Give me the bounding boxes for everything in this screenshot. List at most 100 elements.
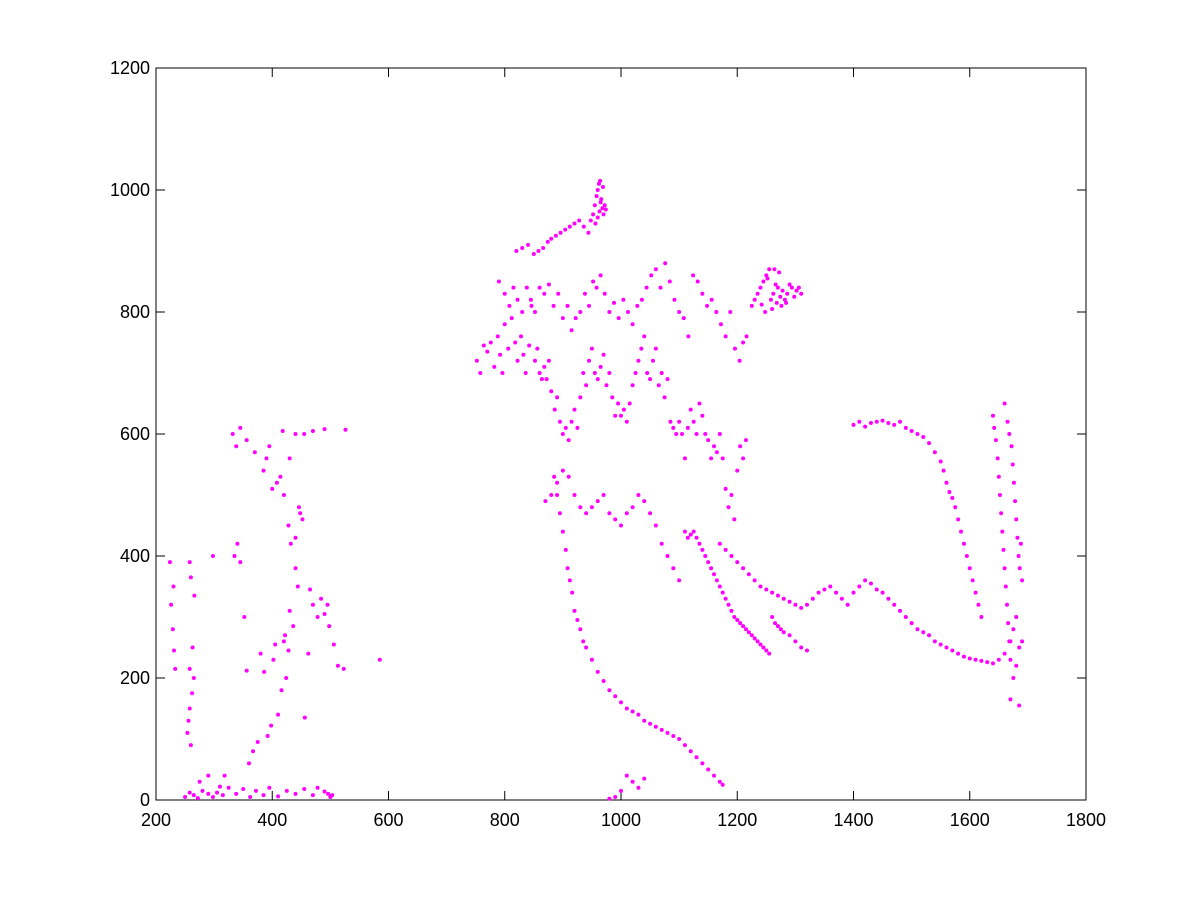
data-point [306,651,311,656]
data-point [785,291,790,296]
data-point [192,593,197,598]
data-point [857,419,862,424]
data-point [630,505,635,510]
y-tick-label: 200 [120,668,150,688]
data-point [688,749,693,754]
data-point [950,648,955,653]
data-point [688,407,693,412]
data-point [1008,657,1013,662]
data-point [258,651,263,656]
data-point [327,624,332,629]
data-point [592,203,597,208]
data-point [230,432,235,436]
data-point [276,794,281,799]
data-point [723,596,728,601]
data-point [775,285,780,290]
y-tick-label: 400 [120,546,150,566]
data-point [749,633,754,638]
data-point [619,700,623,705]
data-point [271,657,276,662]
data-point [1004,602,1009,607]
data-point [688,532,693,537]
data-point [514,249,519,253]
data-point [665,377,670,382]
data-point [805,602,809,607]
data-point [284,676,289,680]
data-point [565,566,570,571]
data-point [536,249,541,253]
data-point [197,779,202,784]
data-point [621,297,626,302]
data-point [794,288,799,293]
data-point [553,233,558,238]
data-point [735,618,740,623]
data-point [542,364,547,369]
data-point [956,517,961,522]
data-point [764,587,769,592]
data-point [992,425,997,430]
data-point [938,459,943,464]
data-point [281,639,286,644]
data-point [274,480,279,485]
data-point [543,499,548,504]
data-point [210,794,215,799]
data-point [569,328,574,333]
data-point [706,438,711,443]
data-point [269,723,274,728]
data-point [653,267,658,272]
data-point [582,291,587,296]
y-tick-label: 1000 [110,180,150,200]
data-point [927,441,932,446]
data-point [261,468,266,473]
data-point [283,633,288,638]
data-point [706,560,711,565]
data-point [190,691,195,696]
data-point [624,773,629,778]
data-point [293,566,298,571]
data-point [188,575,193,580]
data-point [185,730,190,735]
data-point [343,427,348,432]
data-point [671,425,676,430]
data-point [732,517,737,522]
data-point [267,444,272,449]
data-point [496,279,501,284]
data-point [1011,627,1016,632]
data-point [607,310,612,314]
data-point [1011,676,1016,680]
data-point [581,224,586,229]
data-point [552,407,557,412]
data-point [1020,578,1025,583]
data-point [764,273,769,278]
data-point [607,796,612,801]
data-point [598,364,603,369]
data-point [717,432,722,436]
data-point [773,282,778,287]
data-point [284,788,289,793]
data-point [171,584,176,589]
data-point [967,566,972,571]
data-point [578,505,583,510]
data-point [537,371,542,375]
data-point [677,310,682,314]
data-point [874,587,879,592]
data-point [947,489,952,494]
x-tick-label: 1800 [1066,810,1106,830]
y-tick-label: 600 [120,424,150,444]
data-point [264,456,269,461]
data-point [671,733,676,738]
data-point [235,541,240,546]
data-point [763,310,768,314]
data-point [717,541,722,546]
data-point [1006,621,1011,626]
data-point [255,740,260,745]
data-point [630,779,635,784]
data-point [587,303,592,308]
x-tick-label: 1400 [833,810,873,830]
data-point [793,602,798,607]
data-point [589,657,594,662]
data-point [956,651,961,656]
data-point [549,236,554,241]
data-point [546,282,551,287]
